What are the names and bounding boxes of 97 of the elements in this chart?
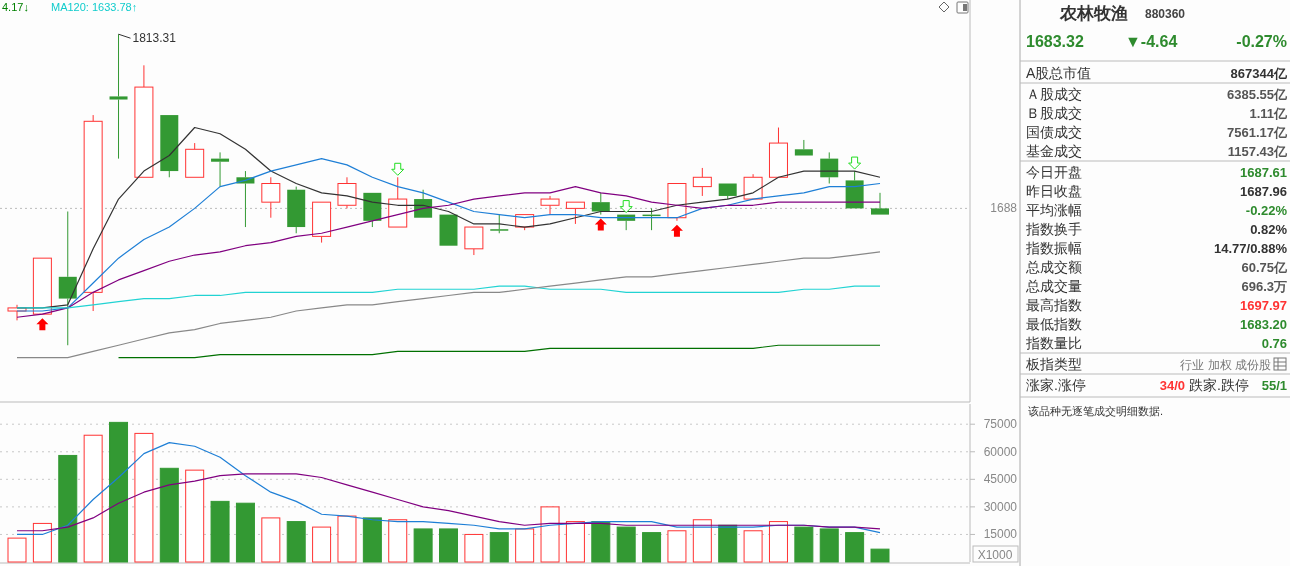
text: 7561.17亿 <box>1227 125 1287 140</box>
candlestick <box>540 195 560 216</box>
y-axis-title: X1000 <box>977 548 1013 562</box>
bar <box>185 469 205 563</box>
y-tick-label: 60000 <box>983 444 1018 459</box>
bar <box>743 530 763 563</box>
category-label: 国债成交 <box>1026 124 1082 140</box>
category-label: Ｂ股成交 <box>1026 105 1082 121</box>
bar <box>32 522 52 563</box>
category-label: 最低指数 <box>1026 316 1082 332</box>
bar <box>540 506 560 563</box>
bar <box>413 528 433 563</box>
text: MA120: 1633.78↑ <box>51 1 138 13</box>
bar <box>388 519 408 563</box>
bar <box>794 526 814 563</box>
line-series <box>16 441 881 536</box>
bar <box>870 548 890 563</box>
text: 该品种无逐笔成交明细数据. <box>1028 405 1164 417</box>
category-label: 指数振幅 <box>1025 240 1082 256</box>
bar <box>565 521 585 563</box>
category-label: Ａ股成交 <box>1026 86 1082 102</box>
text: 867344亿 <box>1230 66 1287 81</box>
bar <box>591 521 611 563</box>
bar <box>692 519 712 563</box>
text: 60.75亿 <box>1241 260 1287 275</box>
candlestick <box>261 176 281 219</box>
text: 1.11亿 <box>1249 106 1287 121</box>
category-label: 总成交额 <box>1025 259 1082 275</box>
text: 1688 <box>990 201 1018 216</box>
candlestick <box>58 211 77 346</box>
bar <box>819 528 839 563</box>
bar <box>642 532 662 563</box>
bar <box>616 526 636 563</box>
bar <box>464 533 484 563</box>
bar <box>845 532 865 563</box>
bar <box>134 432 154 563</box>
candlestick <box>211 151 230 188</box>
category-label: A股总市值 <box>1026 65 1092 81</box>
bar <box>337 515 357 563</box>
bar <box>83 434 103 563</box>
text: 14.77/0.88% <box>1213 241 1287 256</box>
bar <box>159 467 179 563</box>
bar <box>768 521 788 563</box>
text: 4.17↓ <box>2 1 29 13</box>
text: 1687.61 <box>1240 165 1287 180</box>
bar <box>489 532 509 563</box>
category-label: 基金成交 <box>1026 143 1082 159</box>
category-label: 涨家.涨停 <box>1026 377 1086 393</box>
bar <box>109 421 129 563</box>
text: -0.27% <box>1236 33 1287 50</box>
text: 1157.43亿 <box>1227 144 1287 159</box>
text: 1687.96 <box>1240 184 1287 199</box>
text: 6385.55亿 <box>1227 87 1287 102</box>
text: 农林牧渔 <box>1059 4 1128 23</box>
category-label: 昨日收盘 <box>1026 183 1082 199</box>
candlestick <box>692 167 712 197</box>
bar <box>7 537 27 563</box>
category-label: 指数量比 <box>1025 335 1082 351</box>
bar <box>235 502 255 563</box>
text: 行业 加权 成份股 <box>1180 358 1271 372</box>
category-label: 总成交量 <box>1025 278 1082 294</box>
bar <box>58 454 78 563</box>
line-series <box>16 473 881 532</box>
category-label: 今日开盘 <box>1026 164 1082 180</box>
text: 55/1 <box>1261 378 1287 393</box>
text: 0.82% <box>1250 222 1287 237</box>
candlestick <box>83 114 103 312</box>
text: 34/0 <box>1159 378 1185 393</box>
candlestick <box>287 186 306 234</box>
bar <box>515 528 535 563</box>
category-label: 最高指数 <box>1026 297 1082 313</box>
y-tick-label: 30000 <box>983 499 1018 514</box>
category-label: 板指类型 <box>1025 356 1082 372</box>
text: 1683.20 <box>1240 317 1287 332</box>
y-tick-label: 45000 <box>983 472 1018 487</box>
bar <box>210 500 230 563</box>
text: -0.22% <box>1245 203 1287 218</box>
bar <box>362 517 382 563</box>
bar <box>286 521 306 563</box>
text: ▼-4.64 <box>1125 33 1178 50</box>
bar <box>439 528 458 563</box>
text: 1683.32 <box>1026 33 1084 50</box>
category-label: 指数换手 <box>1025 221 1082 237</box>
category-label: 平均涨幅 <box>1026 202 1082 218</box>
bar <box>312 526 332 563</box>
category-label: 跌家.跌停 <box>1189 377 1249 393</box>
text: 0.76 <box>1261 336 1287 351</box>
candlestick <box>591 192 610 216</box>
y-tick-label: 75000 <box>983 417 1018 432</box>
bar <box>667 530 687 563</box>
annotation: 1813.31 <box>132 31 177 46</box>
y-tick-label: 15000 <box>983 527 1018 542</box>
text: 880360 <box>1145 7 1186 21</box>
text: 1697.97 <box>1240 298 1287 313</box>
text: 696.3万 <box>1241 279 1287 294</box>
candlestick <box>337 176 357 209</box>
bar <box>261 517 281 563</box>
